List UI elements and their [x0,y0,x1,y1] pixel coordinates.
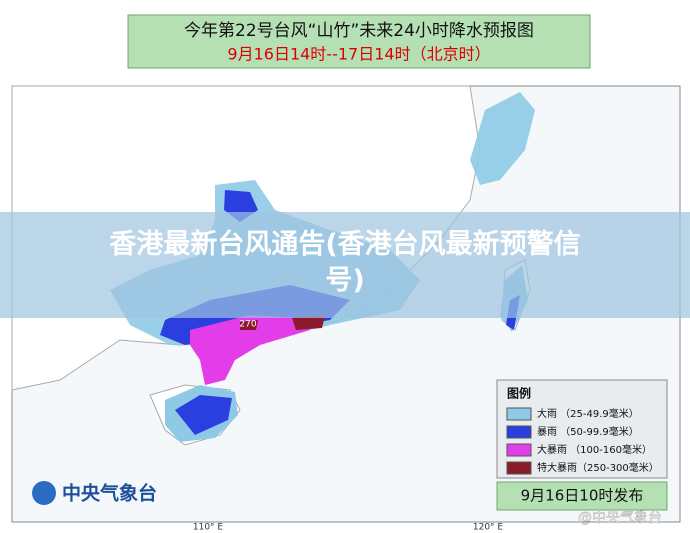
torrential-rain-area [190,315,310,385]
heavy-rain-area [470,92,535,185]
subtitle: 9月16日14时--17日14时（北京时） [227,45,490,64]
logo-icon [32,481,56,505]
banner-text: 香港最新台风通告(香港台风最新预警信号) [109,228,580,296]
longitude-label: 120° E [473,523,504,533]
legend-label: 大雨 （25-49.9毫米） [537,407,639,420]
legend-label: 特大暴雨（250-300毫米） [537,461,659,474]
extreme-rain-area [240,320,258,330]
extreme-rain-area [292,315,325,330]
release-box [496,481,668,511]
legend-swatch [506,407,532,421]
legend-label: 大暴雨 （100-160毫米） [537,443,652,456]
longitude-label: 110° E [193,523,224,533]
release-time: 9月16日10时发布 [521,487,644,505]
map-label: 270 [239,320,256,330]
legend-swatch [506,443,532,457]
legend-swatch [506,425,532,439]
title-box [127,14,591,69]
legend-label: 暴雨 （50-99.9毫米） [537,425,639,438]
watermark: @中央气象台 [578,510,662,526]
rainstorm-area [175,395,232,435]
logo-text: 中央气象台 [62,482,157,505]
title: 今年第22号台风“山竹”未来24小时降水预报图 [184,21,534,41]
legend-swatch [506,461,532,475]
banner-band [0,212,690,318]
legend-items: 大雨 （25-49.9毫米） 暴雨 （50-99.9毫米） 大暴雨 （100-160… [506,407,659,475]
legend-title: 图例 [507,386,531,401]
